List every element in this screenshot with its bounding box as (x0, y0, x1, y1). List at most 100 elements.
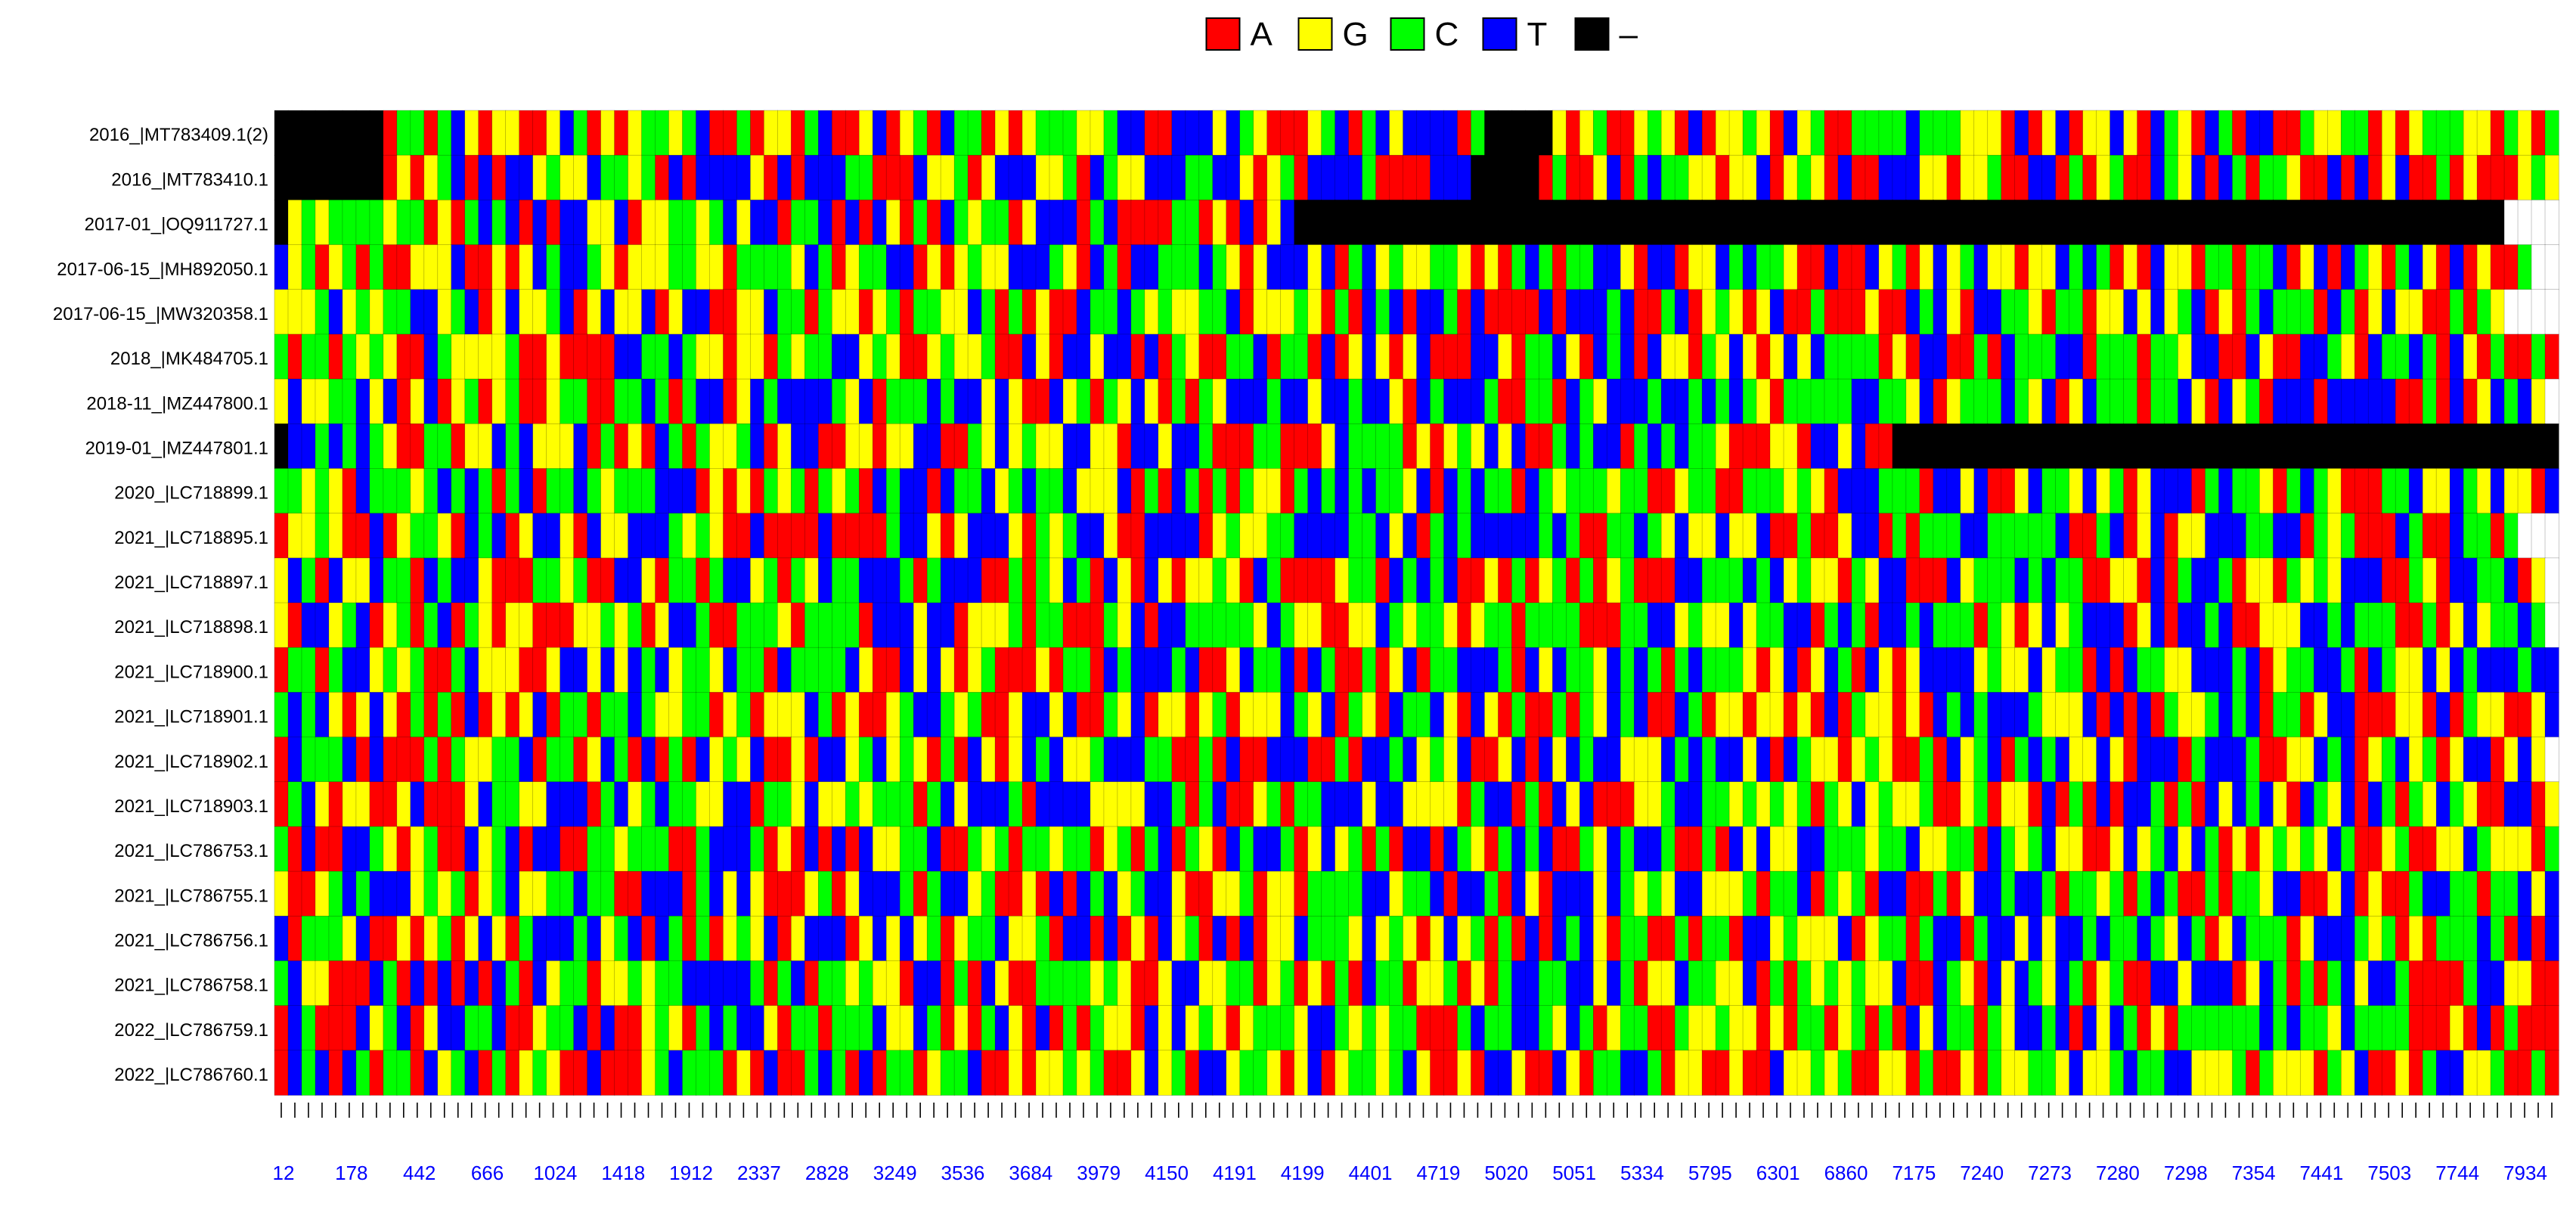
cell (423, 154, 439, 201)
cell (1471, 468, 1486, 514)
cell (1973, 1005, 1989, 1051)
cell (1851, 200, 1866, 246)
cell (709, 423, 724, 470)
cell (1348, 915, 1363, 962)
cell (994, 333, 1009, 380)
cell (301, 960, 316, 1007)
cell (1756, 110, 1771, 156)
cell (423, 513, 439, 559)
cell (2273, 960, 2288, 1007)
cell (1796, 289, 1812, 335)
cell (1076, 289, 1091, 335)
cell (2041, 468, 2057, 514)
cell (451, 513, 466, 559)
cell (1430, 647, 1445, 693)
cell (1769, 468, 1784, 514)
cell (2381, 826, 2396, 872)
cell (1905, 870, 1920, 917)
cell (1566, 557, 1580, 603)
cell (1905, 557, 1920, 603)
cell (1103, 200, 1118, 246)
cell (1987, 960, 2002, 1007)
cell (2178, 289, 2193, 335)
cell (723, 289, 738, 335)
cell (614, 781, 629, 827)
cell (2096, 692, 2111, 738)
cell (1103, 692, 1118, 738)
cell (1783, 960, 1798, 1007)
cell (1579, 154, 1594, 201)
cell (696, 647, 711, 693)
cell (1674, 647, 1689, 693)
cell (682, 692, 697, 738)
cell (1389, 289, 1404, 335)
cell (2517, 154, 2532, 201)
cell (2544, 1005, 2559, 1051)
cell (2300, 960, 2315, 1007)
cell (2314, 960, 2329, 1007)
cell (1579, 468, 1594, 514)
cell (2028, 647, 2043, 693)
cell (1539, 647, 1554, 693)
cell (1158, 289, 1173, 335)
cell (1348, 333, 1363, 380)
cell (2069, 110, 2084, 156)
cell (1212, 692, 1227, 738)
cell (2164, 915, 2179, 962)
cell (560, 557, 575, 603)
cell (1728, 1050, 1744, 1096)
cell (519, 468, 534, 514)
cell (777, 826, 792, 872)
cell (1185, 154, 1200, 201)
cell (2531, 200, 2546, 246)
cell (451, 692, 466, 738)
cell (2205, 960, 2220, 1007)
cell (2490, 557, 2505, 603)
cell (1321, 602, 1336, 648)
cell (709, 154, 724, 201)
cell (2205, 826, 2220, 872)
cell (1212, 915, 1227, 962)
cell (926, 870, 941, 917)
cell (1769, 915, 1784, 962)
cell (2435, 737, 2450, 783)
cell (872, 557, 887, 603)
cell (723, 557, 738, 603)
cell (2395, 513, 2410, 559)
cell (587, 826, 602, 872)
cell (791, 244, 805, 290)
cell (505, 915, 520, 962)
cell (1198, 602, 1214, 648)
cell (532, 737, 547, 783)
cell (1837, 870, 1852, 917)
cell (2191, 826, 2206, 872)
cell (532, 154, 547, 201)
cell (2286, 1050, 2302, 1096)
cell (573, 333, 588, 380)
cell (1769, 200, 1784, 246)
cell (723, 781, 738, 827)
cell (2123, 915, 2138, 962)
cell (1375, 244, 1390, 290)
cell (1457, 289, 1472, 335)
cell (817, 1005, 832, 1051)
cell (1919, 602, 1934, 648)
cell (736, 602, 752, 648)
cell (1769, 602, 1784, 648)
cell (1021, 110, 1037, 156)
cell (355, 200, 370, 246)
cell (1919, 423, 1934, 470)
cell (2381, 557, 2396, 603)
cell (899, 870, 914, 917)
cell (777, 1005, 792, 1051)
cell (1715, 423, 1730, 470)
cell (274, 200, 289, 246)
cell (2150, 423, 2165, 470)
cell (2137, 557, 2152, 603)
cell (614, 915, 629, 962)
cell (2178, 870, 2193, 917)
cell (2191, 110, 2206, 156)
cell (953, 200, 969, 246)
cell (2041, 870, 2057, 917)
cell (1892, 737, 1907, 783)
